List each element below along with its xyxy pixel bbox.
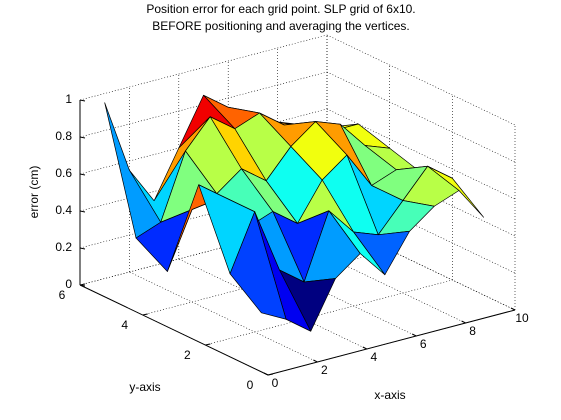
x-tick-label: 10	[515, 311, 529, 325]
z-tick	[79, 99, 86, 102]
y-tick-label: 6	[59, 288, 66, 302]
x-tick-label: 8	[469, 324, 476, 338]
x-tick	[263, 372, 269, 376]
grid-line	[79, 219, 328, 286]
axis-line	[79, 284, 269, 376]
x-tick	[411, 333, 417, 337]
y-tick-label: 4	[121, 318, 128, 332]
grid-line	[79, 71, 328, 138]
z-tick	[79, 210, 86, 213]
grid-line	[205, 279, 453, 346]
z-axis-label: error (cm)	[27, 166, 41, 219]
y-tick-label: 2	[184, 348, 191, 362]
x-tick	[313, 359, 318, 363]
surface-face	[229, 211, 287, 320]
z-tick	[79, 284, 86, 287]
x-tick-label: 4	[370, 350, 377, 364]
y-tick	[205, 343, 211, 346]
y-axis-label: y-axis	[129, 380, 160, 394]
chart-title: Position error for each grid point. SLP …	[146, 2, 415, 16]
z-tick-label: 0.6	[55, 166, 72, 180]
x-tick	[461, 320, 466, 324]
x-tick-label: 2	[321, 363, 328, 377]
grid-line	[79, 145, 328, 212]
axis-line	[267, 309, 516, 376]
y-tick-label: 0	[247, 378, 254, 392]
x-tick	[510, 307, 516, 311]
grid-line	[79, 34, 328, 101]
y-tick	[142, 313, 148, 316]
x-tick-label: 0	[272, 376, 279, 390]
grid-line	[79, 182, 328, 249]
x-tick-label: 6	[420, 337, 427, 351]
z-tick-label: 0.2	[55, 240, 72, 254]
x-axis-label: x-axis	[374, 388, 405, 402]
z-tick-label: 0	[65, 277, 72, 291]
z-tick	[79, 247, 86, 250]
chart-subtitle: BEFORE positioning and averaging the ver…	[152, 19, 409, 33]
z-tick	[79, 173, 86, 176]
grid-line	[142, 249, 390, 316]
y-tick	[267, 373, 274, 376]
z-tick	[79, 136, 86, 139]
x-tick	[362, 346, 368, 350]
z-tick-label: 1	[65, 92, 72, 106]
z-tick-label: 0.4	[55, 203, 72, 217]
z-tick-label: 0.8	[55, 129, 72, 143]
